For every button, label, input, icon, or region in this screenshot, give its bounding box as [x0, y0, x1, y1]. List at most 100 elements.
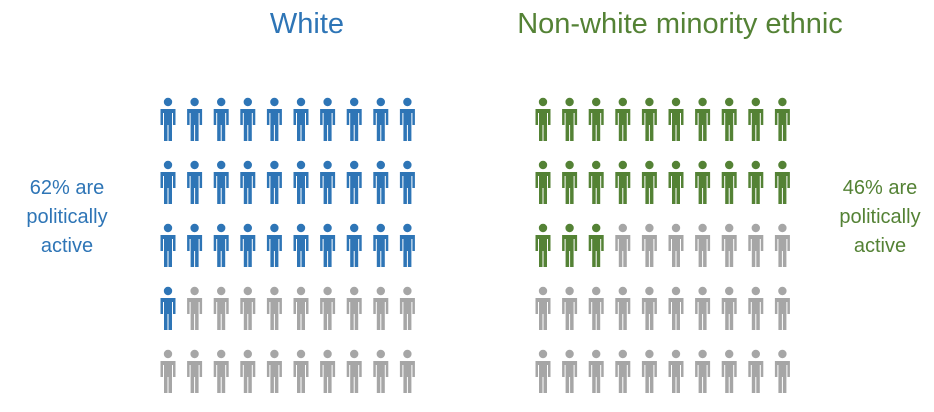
icon-head	[618, 223, 627, 233]
icon-body	[562, 172, 578, 204]
icon-filled	[240, 223, 256, 267]
icon-body	[721, 235, 737, 267]
icon-body	[240, 298, 256, 330]
icon-body	[748, 361, 764, 393]
icon-body	[293, 172, 309, 204]
icon-filled	[320, 160, 336, 204]
icon-body	[266, 172, 282, 204]
icon-empty	[641, 286, 657, 330]
icon-body	[641, 361, 657, 393]
icon-filled	[641, 160, 657, 204]
icon-empty	[562, 286, 578, 330]
icon-body	[240, 172, 256, 204]
icon-head	[243, 160, 252, 170]
icon-head	[270, 349, 279, 359]
icon-head	[778, 97, 787, 107]
icon-body	[668, 109, 684, 141]
icon-filled	[373, 97, 389, 141]
icon-head	[243, 286, 252, 296]
icon-filled	[641, 97, 657, 141]
icon-filled	[187, 97, 203, 141]
icon-body	[615, 298, 631, 330]
icon-empty	[668, 223, 684, 267]
icon-head	[565, 223, 574, 233]
icon-head	[698, 286, 707, 296]
icon-body	[721, 109, 737, 141]
icon-body	[535, 298, 551, 330]
icon-head	[751, 160, 760, 170]
icon-body	[748, 235, 764, 267]
icon-filled	[346, 97, 362, 141]
icon-head	[163, 97, 173, 107]
icon-body	[748, 298, 764, 330]
icon-body	[266, 361, 282, 393]
icon-head	[323, 349, 332, 359]
icon-body	[160, 361, 176, 393]
icon-head	[296, 223, 306, 233]
icon-head	[350, 160, 359, 170]
icon-body	[748, 109, 764, 141]
icon-empty	[562, 349, 578, 393]
icon-head	[698, 97, 707, 107]
icon-head	[592, 160, 601, 170]
icon-head	[698, 349, 707, 359]
icon-filled	[399, 97, 415, 141]
icon-empty	[748, 349, 764, 393]
icon-body	[266, 298, 282, 330]
icon-filled	[160, 286, 176, 330]
icon-head	[618, 286, 627, 296]
icon-filled	[615, 160, 631, 204]
icon-body	[641, 235, 657, 267]
icon-empty	[373, 286, 389, 330]
icon-filled	[160, 160, 176, 204]
icon-body	[668, 172, 684, 204]
icon-head	[538, 160, 548, 170]
icon-empty	[240, 286, 256, 330]
icon-head	[725, 286, 734, 296]
icon-filled	[240, 160, 256, 204]
icon-empty	[774, 223, 790, 267]
icon-body	[240, 361, 256, 393]
icon-body	[641, 298, 657, 330]
icon-filled	[399, 223, 415, 267]
icon-head	[592, 97, 601, 107]
icon-head	[645, 97, 654, 107]
icon-empty	[399, 349, 415, 393]
icon-empty	[615, 223, 631, 267]
icon-filled	[240, 97, 256, 141]
icon-body	[588, 172, 604, 204]
icon-body	[346, 298, 362, 330]
icon-filled	[320, 223, 336, 267]
icon-head	[698, 223, 707, 233]
icon-head	[350, 349, 359, 359]
icon-empty	[213, 286, 229, 330]
icon-body	[774, 361, 790, 393]
icon-body	[373, 298, 389, 330]
icon-head	[565, 97, 574, 107]
icon-head	[725, 223, 734, 233]
icon-head	[190, 97, 199, 107]
icon-filled	[668, 160, 684, 204]
icon-filled	[266, 160, 282, 204]
icon-head	[618, 160, 627, 170]
icon-head	[190, 223, 199, 233]
icon-filled	[695, 160, 711, 204]
icon-head	[751, 223, 760, 233]
icon-body	[320, 172, 336, 204]
icon-body	[213, 361, 229, 393]
icon-filled	[187, 160, 203, 204]
icon-filled	[293, 97, 309, 141]
icon-head	[243, 223, 252, 233]
icon-filled	[535, 97, 551, 141]
icon-head	[163, 160, 173, 170]
icon-empty	[615, 286, 631, 330]
icon-head	[270, 286, 279, 296]
icon-body	[346, 235, 362, 267]
icon-body	[588, 361, 604, 393]
icon-head	[592, 223, 601, 233]
chart-title: Non-white minority ethnic	[517, 8, 843, 40]
icon-body	[320, 361, 336, 393]
icon-filled	[213, 223, 229, 267]
icon-empty	[535, 286, 551, 330]
icon-head	[592, 349, 601, 359]
